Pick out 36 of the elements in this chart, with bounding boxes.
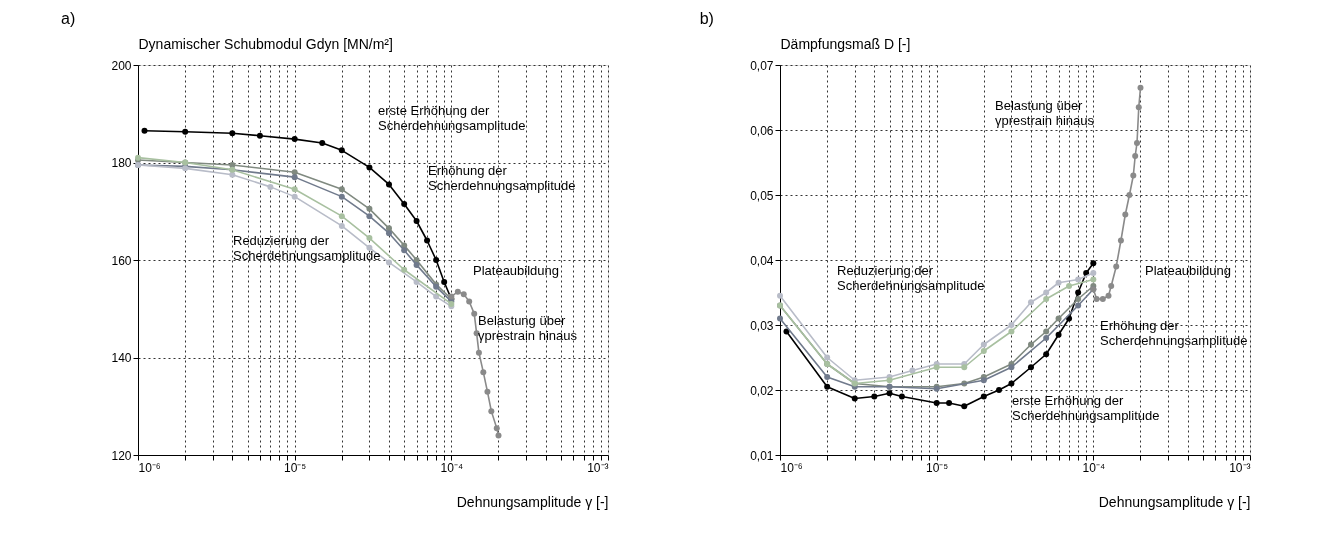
chart-title: b)	[699, 10, 714, 27]
y-tick-label: 140	[111, 351, 132, 365]
x-tick-label: 10⁻³	[587, 460, 609, 475]
x-axis-title: Dehnungsamplitude γ [-]	[1098, 493, 1251, 510]
y-tick-label: 200	[111, 58, 132, 73]
y-tick-label: 120	[111, 448, 132, 463]
y-tick-label: 0,05	[750, 188, 774, 203]
annotation: Reduzierung der Scherdehnungsamplitude	[233, 233, 381, 263]
annotation: Erhöhung der Scherdehnungsamplitude	[1100, 318, 1248, 348]
annotation: Reduzierung der Scherdehnungsamplitude	[837, 263, 985, 293]
x-tick-label: 10⁻⁵	[926, 460, 949, 475]
y-tick-label: 0,03	[750, 318, 774, 333]
annotation: Plateaubildung	[1145, 263, 1232, 278]
x-tick-label: 10⁻⁶	[138, 460, 161, 475]
y-tick-label: 180	[111, 156, 132, 170]
x-tick-label: 10⁻⁵	[284, 460, 307, 475]
annotation: Plateaubildung	[473, 263, 560, 278]
y-tick-label: 160	[111, 253, 132, 268]
x-tick-label: 10⁻⁴	[440, 460, 464, 475]
y-tick-label: 0,06	[750, 123, 774, 138]
y-axis-title: Dynamischer Schubmodul Gdyn [MN/m²]	[138, 35, 393, 52]
y-tick-label: 0,07	[750, 58, 774, 73]
y-tick-label: 0,02	[750, 383, 774, 398]
x-axis-title: Dehnungsamplitude γ [-]	[456, 493, 609, 510]
y-axis-title: Dämpfungsmaß D [-]	[780, 35, 911, 52]
annotation: Erhöhung der Scherdehnungsamplitude	[428, 163, 576, 193]
chart-title: a)	[60, 10, 76, 27]
annotation: erste Erhöhung der Scherdehnungsamplitude	[378, 103, 526, 133]
annotation: Belastung über γprestrain hinaus	[478, 313, 578, 343]
x-tick-label: 10⁻⁶	[780, 460, 803, 475]
annotation: erste Erhöhung der Scherdehnungsamplitude	[1012, 393, 1160, 423]
x-tick-label: 10⁻⁴	[1082, 460, 1106, 475]
annotation: Belastung über γprestrain hinaus	[995, 98, 1095, 128]
y-tick-label: 0,04	[750, 253, 774, 268]
x-tick-label: 10⁻³	[1229, 460, 1251, 475]
y-tick-label: 0,01	[750, 448, 774, 463]
